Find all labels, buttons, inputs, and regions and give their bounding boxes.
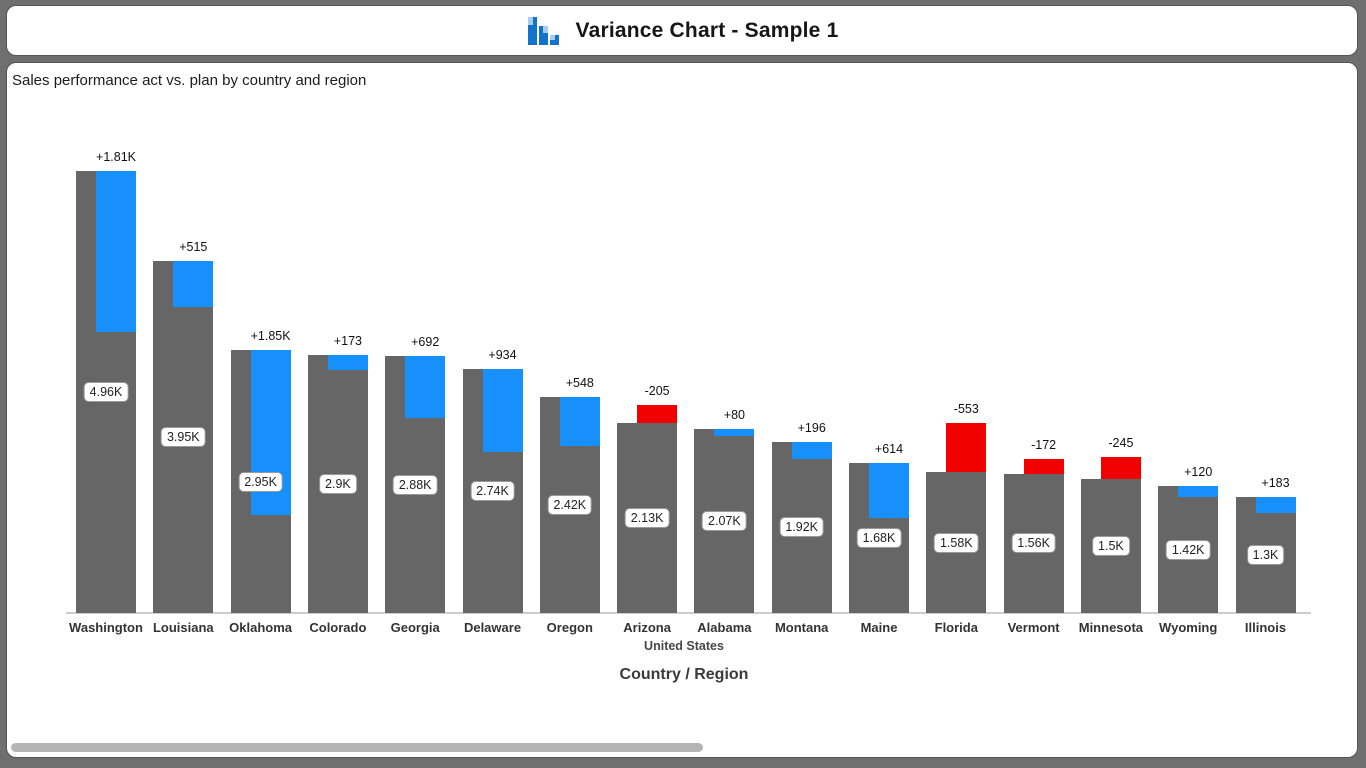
bar-variance-maine[interactable] xyxy=(869,463,909,518)
variance-label-oregon: +548 xyxy=(565,376,594,391)
variance-label-colorado: +173 xyxy=(333,333,362,348)
x-tick-label-florida: Florida xyxy=(934,620,978,635)
bar-variance-colorado[interactable] xyxy=(327,354,368,370)
value-label-oklahoma: 2.95K xyxy=(238,471,283,492)
variance-label-florida: -553 xyxy=(953,401,979,416)
x-tick-label-georgia: Georgia xyxy=(390,620,440,635)
page-title: Variance Chart - Sample 1 xyxy=(575,18,839,42)
variance-label-alabama: +80 xyxy=(723,407,745,422)
x-tick-label-illinois: Illinois xyxy=(1244,620,1287,635)
value-label-louisiana: 3.95K xyxy=(160,427,206,447)
horizontal-scrollbar-thumb[interactable] xyxy=(11,743,703,752)
value-label-minnesota: 1.5K xyxy=(1092,536,1130,557)
value-label-montana: 1.92K xyxy=(779,517,825,538)
variance-label-delaware: +934 xyxy=(488,347,517,362)
bar-variance-louisiana[interactable] xyxy=(173,261,214,307)
x-tick-label-wyoming: Wyoming xyxy=(1159,620,1218,635)
x-tick-label-montana: Montana xyxy=(774,620,829,635)
x-tick-label-washington: Washington xyxy=(69,620,143,635)
chart-subtitle: Sales performance act vs. plan by countr… xyxy=(12,72,367,89)
value-label-georgia: 2.88K xyxy=(392,474,438,495)
x-tick-label-alabama: Alabama xyxy=(697,620,752,635)
variance-label-illinois: +183 xyxy=(1261,476,1290,491)
value-label-delaware: 2.74K xyxy=(470,480,515,501)
variance-label-montana: +196 xyxy=(797,420,826,435)
variance-label-arizona: -205 xyxy=(644,383,670,398)
x-tick-label-minnesota: Minnesota xyxy=(1078,620,1144,635)
value-label-wyoming: 1.42K xyxy=(1165,539,1211,560)
x-axis-line xyxy=(66,612,1311,614)
bar-variance-alabama[interactable] xyxy=(714,428,755,436)
x-tick-label-maine: Maine xyxy=(860,620,898,635)
bar-variance-washington[interactable] xyxy=(96,171,136,333)
variance-label-washington: +1.81K xyxy=(96,150,136,164)
value-label-vermont: 1.56K xyxy=(1011,533,1056,554)
variance-label-louisiana: +515 xyxy=(179,240,208,254)
variance-chart: United States Country / Region +1.81K 4.9… xyxy=(7,63,1359,759)
bar-variance-minnesota[interactable] xyxy=(1100,457,1141,480)
value-label-alabama: 2.07K xyxy=(702,510,747,531)
bar-variance-georgia[interactable] xyxy=(405,356,446,418)
value-label-maine: 1.68K xyxy=(856,528,902,549)
variance-label-georgia: +692 xyxy=(411,335,440,350)
variance-label-vermont: -172 xyxy=(1031,437,1057,452)
chart-panel: Sales performance act vs. plan by countr… xyxy=(6,62,1358,758)
x-tick-label-vermont: Vermont xyxy=(1007,620,1060,635)
value-label-florida: 1.58K xyxy=(933,532,979,553)
x-tick-label-oregon: Oregon xyxy=(546,620,593,635)
value-label-arizona: 2.13K xyxy=(624,508,670,529)
x-axis-title: Country / Region xyxy=(619,666,749,683)
x-tick-label-arizona: Arizona xyxy=(623,620,671,635)
axis-group-label: United States xyxy=(644,639,724,653)
x-tick-label-louisiana: Louisiana xyxy=(152,620,214,635)
variance-label-maine: +614 xyxy=(874,442,904,457)
bar-variance-delaware[interactable] xyxy=(482,368,523,453)
bar-variance-arizona[interactable] xyxy=(637,404,678,424)
bar-variance-vermont[interactable] xyxy=(1023,458,1064,474)
variance-label-oklahoma: +1.85K xyxy=(250,329,291,344)
variance-label-minnesota: -245 xyxy=(1108,436,1134,451)
value-label-illinois: 1.3K xyxy=(1246,545,1285,566)
bar-variance-florida[interactable] xyxy=(946,422,987,473)
bar-variance-wyoming[interactable] xyxy=(1178,486,1219,498)
title-bar: Variance Chart - Sample 1 xyxy=(6,5,1358,56)
value-label-colorado: 2.9K xyxy=(319,473,357,494)
bar-variance-montana[interactable] xyxy=(791,441,832,460)
bar-variance-oregon[interactable] xyxy=(559,397,600,447)
x-tick-label-delaware: Delaware xyxy=(463,620,522,635)
bar-chart-icon xyxy=(526,13,562,49)
variance-label-wyoming: +120 xyxy=(1184,465,1213,480)
bar-variance-illinois[interactable] xyxy=(1255,497,1296,514)
value-label-washington: 4.96K xyxy=(83,382,129,402)
x-tick-label-colorado: Colorado xyxy=(309,620,367,635)
value-label-oregon: 2.42K xyxy=(547,495,593,516)
x-tick-label-oklahoma: Oklahoma xyxy=(229,620,293,635)
